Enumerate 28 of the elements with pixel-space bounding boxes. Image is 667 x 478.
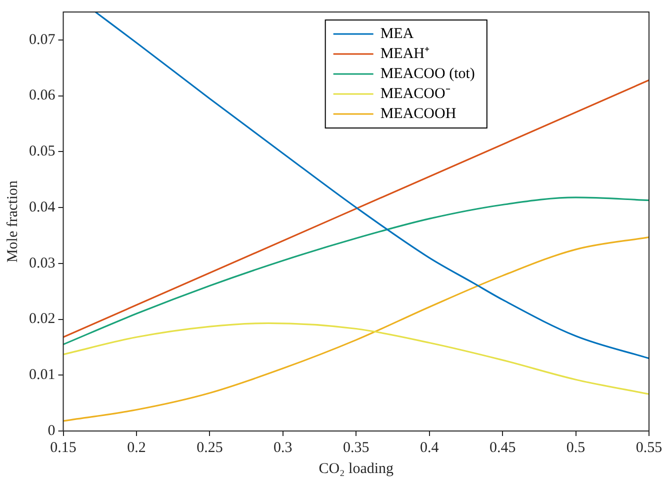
y-tick-label: 0.01	[29, 367, 56, 384]
line-series	[63, 196, 649, 346]
line-series	[63, 322, 649, 395]
y-tick-label: 0.06	[29, 88, 56, 104]
y-tick-label: 0	[48, 422, 56, 439]
y-axis-title: Mole fraction	[4, 180, 21, 263]
y-tick-label: 0.05	[29, 144, 56, 160]
y-tick-label: 0.03	[29, 255, 56, 272]
y-tick-label: 0.07	[29, 32, 56, 48]
x-tick-label: 0.3	[274, 440, 292, 456]
x-tick-label: 0.2	[127, 440, 146, 456]
x-tick-label: 0.55	[636, 440, 662, 456]
x-axis-title: CO₂ loading	[318, 460, 394, 477]
line-series	[94, 12, 649, 360]
legend-label: MEA	[380, 26, 414, 42]
legend-label: MEACOO (tot)	[380, 66, 475, 82]
y-tick-label: 0.02	[29, 311, 56, 328]
legend-label: MEACOO⁻	[380, 86, 450, 102]
x-tick-label: 0.25	[196, 440, 223, 456]
x-tick-label: 0.5	[566, 440, 586, 456]
line-series	[63, 236, 649, 422]
legend-label: MEACOOH	[380, 106, 456, 122]
x-tick-label: 0.45	[489, 440, 516, 456]
x-tick-label: 0.15	[50, 440, 76, 456]
x-tick-label: 0.4	[420, 440, 440, 456]
y-tick-label: 0.04	[29, 199, 56, 216]
x-tick-label: 0.35	[343, 440, 370, 456]
legend-label: MEAH⁺	[380, 46, 430, 62]
